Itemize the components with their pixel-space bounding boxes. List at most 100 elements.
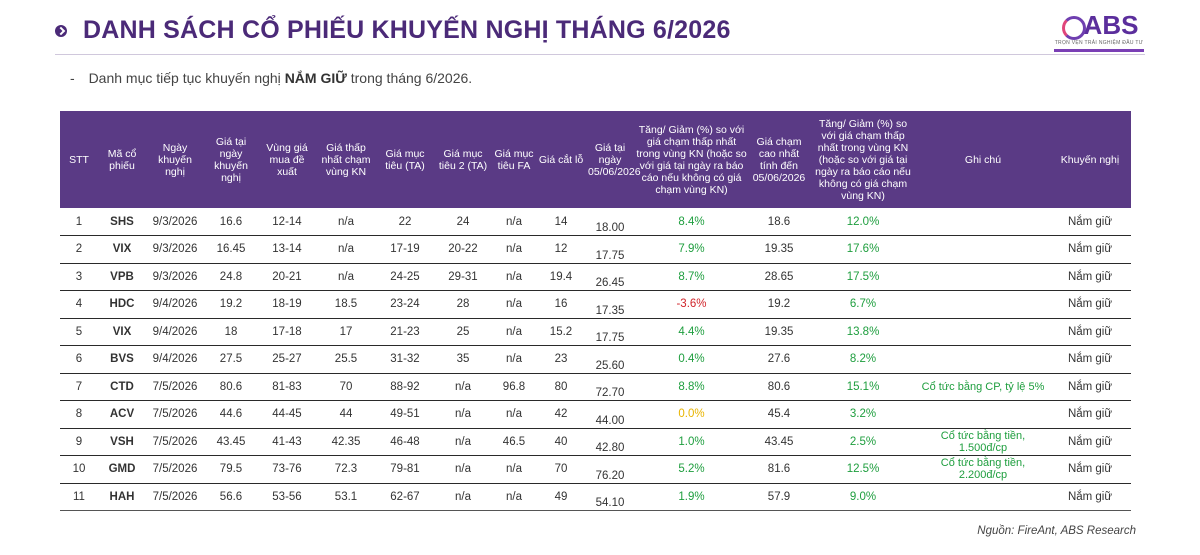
cell-rec: Nắm giữ [1049,318,1131,346]
cell-rec: Nắm giữ [1049,345,1131,374]
column-header: Tăng/ Giảm (%) so với giá chạm thấp nhất… [809,111,917,208]
column-header: Giá thấp nhất chạm vùng KN [316,111,376,208]
cell-code: VPB [98,263,146,291]
cell-target-fa: n/a [492,345,536,374]
cell-high: 80.6 [749,373,809,401]
cell-high: 18.6 [749,208,809,236]
cell-stop-loss: 12 [536,235,586,264]
cell-date: 9/3/2026 [146,208,204,236]
cell-stt: 5 [60,318,98,346]
column-header: STT [60,111,98,208]
cell-note: Cổ tức bằng CP, tỷ lệ 5% [917,373,1049,401]
cell-stt: 6 [60,345,98,374]
cell-date: 9/4/2026 [146,290,204,319]
cell-target-ta: 22 [376,208,434,236]
table-row: 1 SHS 9/3/2026 16.6 12-14 n/a 22 24 n/a 14 18.00 8.… [60,208,1131,236]
cell-target-fa: n/a [492,483,536,511]
cell-code: VSH [98,428,146,456]
cell-rec: Nắm giữ [1049,290,1131,319]
table-row: 3 VPB 9/3/2026 24.8 20-21 n/a 24-25 29-31 n/a 19.… [60,263,1131,291]
cell-chg-low: -3.6% [634,290,749,319]
cell-rec: Nắm giữ [1049,483,1131,511]
table-row: 2 VIX 9/3/2026 16.45 13-14 n/a 17-19 20-22 n/a 12… [60,235,1131,264]
cell-buy-zone: 73-76 [258,455,316,484]
cell-buy-zone: 13-14 [258,235,316,264]
cell-chg-low: 1.9% [634,483,749,511]
cell-code: HDC [98,290,146,319]
abs-logo: ABS TRỌN VẸN TRẢI NGHIỆM ĐẦU TƯ [1054,12,1144,52]
cell-target-ta2: 20-22 [434,235,492,264]
cell-price-rec: 27.5 [204,345,258,374]
table-row: 6 BVS 9/4/2026 27.5 25-27 25.5 31-32 35 n/a 23 25.… [60,345,1131,374]
cell-code: BVS [98,345,146,374]
cell-stop-loss: 80 [536,373,586,401]
column-header: Giá cắt lỗ [536,111,586,208]
cell-target-ta: 23-24 [376,290,434,319]
cell-chg-low: 0.0% [634,400,749,429]
cell-target-ta: 88-92 [376,373,434,401]
cell-target-fa: 46.5 [492,428,536,456]
cell-chg-high: 13.8% [809,318,917,346]
cell-high: 81.6 [749,455,809,484]
cell-target-ta: 79-81 [376,455,434,484]
cell-stop-loss: 40 [536,428,586,456]
cell-buy-zone: 44-45 [258,400,316,429]
cell-high: 19.35 [749,235,809,264]
cell-stt: 2 [60,235,98,264]
cell-target-fa: n/a [492,290,536,319]
cell-stt: 9 [60,428,98,456]
cell-price-rec: 19.2 [204,290,258,319]
cell-buy-zone: 81-83 [258,373,316,401]
cell-target-ta: 17-19 [376,235,434,264]
cell-price-now: 25.60 [586,345,634,374]
cell-note [917,345,1049,374]
cell-low-touch: 25.5 [316,345,376,374]
cell-chg-low: 4.4% [634,318,749,346]
cell-date: 7/5/2026 [146,455,204,484]
logo-main: ABS [1054,12,1144,40]
subtitle-dash: - [70,70,75,86]
table-row: 9 VSH 7/5/2026 43.45 41-43 42.35 46-48 n/a 46.5 4… [60,428,1131,456]
cell-price-rec: 16.45 [204,235,258,264]
cell-note: Cổ tức bằng tiền, 2.200đ/cp [917,455,1049,484]
cell-target-ta2: n/a [434,400,492,429]
cell-stop-loss: 16 [536,290,586,319]
cell-rec: Nắm giữ [1049,428,1131,456]
table-row: 5 VIX 9/4/2026 18 17-18 17 21-23 25 n/a 15.2 17.75… [60,318,1131,346]
cell-chg-low: 7.9% [634,235,749,264]
cell-target-ta: 21-23 [376,318,434,346]
cell-target-ta2: n/a [434,428,492,456]
cell-high: 43.45 [749,428,809,456]
cell-target-ta2: n/a [434,483,492,511]
cell-buy-zone: 41-43 [258,428,316,456]
cell-chg-high: 17.5% [809,263,917,291]
logo-tagline: TRỌN VẸN TRẢI NGHIỆM ĐẦU TƯ [1054,40,1144,46]
column-header: Ghi chú [917,111,1049,208]
column-header: Giá tại ngày khuyến nghị [204,111,258,208]
cell-chg-high: 12.0% [809,208,917,236]
cell-chg-low: 8.7% [634,263,749,291]
cell-note [917,318,1049,346]
cell-chg-high: 6.7% [809,290,917,319]
cell-stt: 7 [60,373,98,401]
cell-buy-zone: 17-18 [258,318,316,346]
cell-price-now: 17.75 [586,318,634,346]
logo-mark-icon [1060,14,1086,40]
cell-target-fa: n/a [492,263,536,291]
cell-price-rec: 43.45 [204,428,258,456]
cell-chg-high: 9.0% [809,483,917,511]
subtitle: - Danh mục tiếp tục khuyến nghị NẮM GIỮ … [70,70,472,86]
cell-price-rec: 18 [204,318,258,346]
cell-target-ta: 62-67 [376,483,434,511]
cell-stop-loss: 70 [536,455,586,484]
cell-chg-high: 2.5% [809,428,917,456]
cell-code: ACV [98,400,146,429]
cell-target-ta: 24-25 [376,263,434,291]
column-header: Giá mục tiêu FA [492,111,536,208]
cell-target-ta2: 25 [434,318,492,346]
cell-target-fa: n/a [492,318,536,346]
cell-chg-high: 12.5% [809,455,917,484]
cell-code: VIX [98,235,146,264]
cell-target-ta2: 24 [434,208,492,236]
cell-buy-zone: 20-21 [258,263,316,291]
